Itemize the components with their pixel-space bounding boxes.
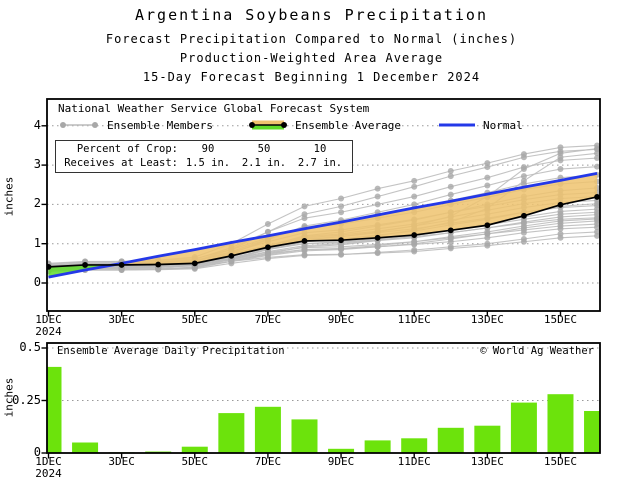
y-tick-label: 4 bbox=[33, 117, 41, 132]
x-tick-label: 13DEC bbox=[470, 455, 504, 468]
x-tick-label: 3DEC bbox=[108, 313, 135, 326]
legend-normal-label: Normal bbox=[483, 119, 523, 132]
daily-chart-title: Ensemble Average Daily Precipitation bbox=[57, 345, 285, 357]
cumulative-precipitation-plot bbox=[41, 98, 601, 317]
y-tick-label: 0 bbox=[33, 275, 41, 289]
y-tick-label: 0.5 bbox=[19, 340, 41, 354]
y-tick-label: 3 bbox=[33, 157, 41, 172]
x-tick-label: 9DEC bbox=[327, 455, 355, 468]
receives-at-least-label: Receives at Least: bbox=[64, 157, 178, 169]
x-tick-label: 11DEC bbox=[397, 313, 431, 326]
y-tick-label: 1 bbox=[33, 235, 41, 250]
x-tick-label: 1DEC 2024 bbox=[35, 455, 62, 480]
percent-of-crop-label: Percent of Crop: bbox=[76, 143, 178, 155]
page-subtitle-1: Forecast Precipitation Compared to Norma… bbox=[105, 32, 518, 46]
percent-value: 10 bbox=[313, 143, 327, 155]
percent-value: 90 bbox=[201, 143, 215, 155]
percent-value: 50 bbox=[257, 143, 271, 155]
x-tick-label: 1DEC 2024 bbox=[35, 313, 62, 338]
page-subtitle-2: Production-Weighted Area Average bbox=[179, 51, 444, 65]
amount-value: 1.5 in. bbox=[185, 157, 231, 169]
copyright-label: © World Ag Weather bbox=[480, 345, 594, 357]
x-tick-label: 7DEC bbox=[254, 455, 282, 468]
x-tick-label: 5DEC bbox=[181, 455, 209, 468]
ensemble-members-swatch-icon bbox=[60, 122, 98, 128]
x-tick-label: 9DEC bbox=[327, 313, 355, 326]
x-tick-label: 15DEC bbox=[543, 313, 578, 326]
crop-percent-table: Percent of Crop: 90 50 10 Receives at Le… bbox=[58, 142, 348, 170]
crop-percent-box: Percent of Crop: 90 50 10 Receives at Le… bbox=[55, 140, 353, 173]
top-chart-y-axis-label: inches bbox=[2, 176, 16, 217]
x-tick-label: 15DEC bbox=[543, 455, 578, 468]
x-tick-label: 5DEC bbox=[181, 313, 209, 326]
legend-ensemble-members-label: Ensemble Members bbox=[107, 119, 213, 132]
data-source-label: National Weather Service Global Forecast… bbox=[58, 102, 370, 115]
x-tick-label: 3DEC bbox=[108, 455, 135, 468]
legend-row: Ensemble Members Ensemble Average Normal bbox=[0, 118, 623, 134]
amount-value: 2.7 in. bbox=[297, 157, 343, 169]
y-tick-label: 2 bbox=[33, 196, 41, 211]
amount-value: 2.1 in. bbox=[241, 157, 287, 169]
x-tick-label: 13DEC bbox=[470, 313, 504, 326]
x-tick-label: 7DEC bbox=[254, 313, 282, 326]
y-tick-label: 0.25 bbox=[12, 392, 41, 407]
page-title: Argentina Soybeans Precipitation bbox=[135, 6, 488, 24]
legend-ensemble-average-label: Ensemble Average bbox=[295, 119, 401, 132]
ensemble-average-swatch-icon bbox=[249, 120, 287, 130]
normal-swatch-icon bbox=[439, 123, 475, 127]
daily-precipitation-plot bbox=[41, 342, 601, 459]
y-tick-label: 0 bbox=[33, 445, 41, 459]
page-subtitle-3: 15-Day Forecast Beginning 1 December 202… bbox=[142, 70, 481, 84]
x-tick-label: 11DEC bbox=[397, 455, 431, 468]
